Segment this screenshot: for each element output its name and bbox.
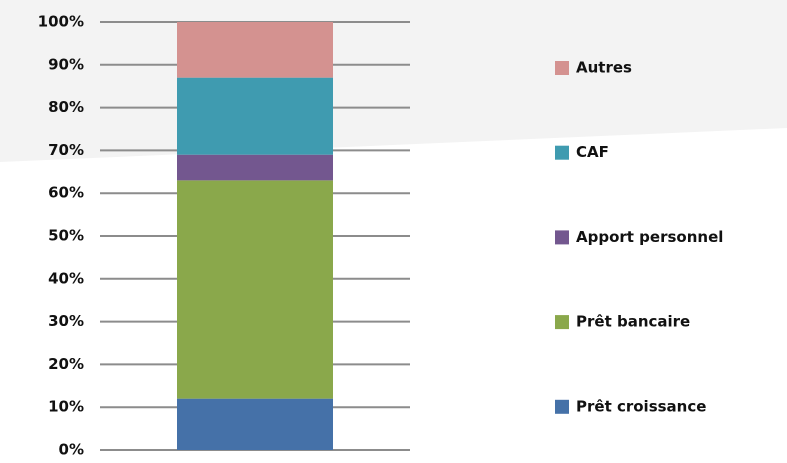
bar-segment xyxy=(177,180,333,399)
y-tick-label: 0% xyxy=(59,441,84,459)
y-tick-label: 90% xyxy=(48,55,84,73)
legend-swatch xyxy=(555,399,569,414)
legend-swatch xyxy=(555,61,569,75)
legend-label: Apport personnel xyxy=(576,228,723,246)
bar-segment xyxy=(177,398,333,450)
bar-segment xyxy=(177,22,333,78)
legend-swatch xyxy=(555,315,569,330)
bar-segment xyxy=(177,77,333,155)
y-tick-label: 80% xyxy=(48,98,84,116)
legend-label: CAF xyxy=(576,143,609,161)
y-tick-label: 40% xyxy=(48,269,84,287)
legend-label: Autres xyxy=(576,59,632,77)
legend-swatch xyxy=(555,230,569,245)
y-tick-label: 70% xyxy=(48,141,84,159)
y-tick-label: 20% xyxy=(48,355,84,373)
background-shape xyxy=(0,0,787,162)
y-tick-label: 30% xyxy=(48,312,84,330)
legend-label: Prêt croissance xyxy=(576,397,706,415)
y-tick-label: 10% xyxy=(48,398,84,416)
y-tick-label: 50% xyxy=(48,227,84,245)
bar-segment xyxy=(177,154,333,181)
legend-label: Prêt bancaire xyxy=(576,313,690,331)
legend-swatch xyxy=(555,145,569,160)
y-tick-label: 100% xyxy=(38,13,84,31)
y-tick-label: 60% xyxy=(48,184,84,202)
